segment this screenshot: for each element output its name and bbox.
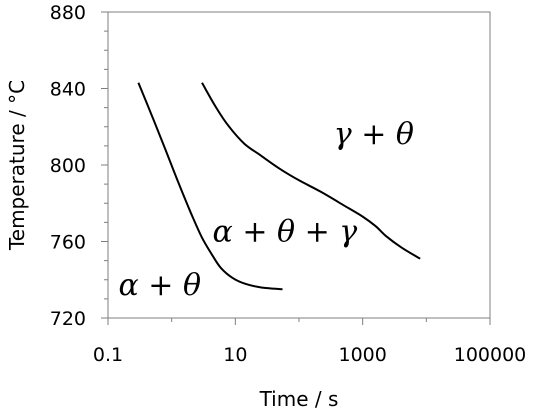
y-tick-label: 840 [50, 79, 86, 101]
x-tick-label: 1000 [338, 344, 386, 366]
y-tick-label: 720 [50, 308, 86, 330]
x-tick-labels: 0.1 10 1000 100000 [93, 344, 526, 366]
series-line-1 [137, 82, 283, 291]
y-tick-label: 880 [50, 2, 86, 24]
y-tick-label: 760 [50, 232, 86, 254]
y-tick-label: 800 [50, 155, 86, 177]
region-label: α + θ + γ [213, 215, 358, 250]
axis-ticks [101, 11, 491, 325]
y-tick-labels: 720 760 800 840 880 [50, 2, 86, 330]
region-labels: γ + θ α + θ + γ α + θ [118, 117, 414, 303]
y-axis-label: Temperature / °C [5, 80, 29, 251]
x-tick-label: 100000 [454, 344, 527, 366]
x-axis-label: Time / s [259, 387, 339, 411]
region-label: γ + θ [334, 117, 414, 152]
series-line-2 [201, 82, 421, 260]
x-tick-label: 10 [223, 344, 247, 366]
x-tick-label: 0.1 [93, 344, 123, 366]
curves [137, 82, 421, 291]
region-label: α + θ [118, 268, 201, 303]
